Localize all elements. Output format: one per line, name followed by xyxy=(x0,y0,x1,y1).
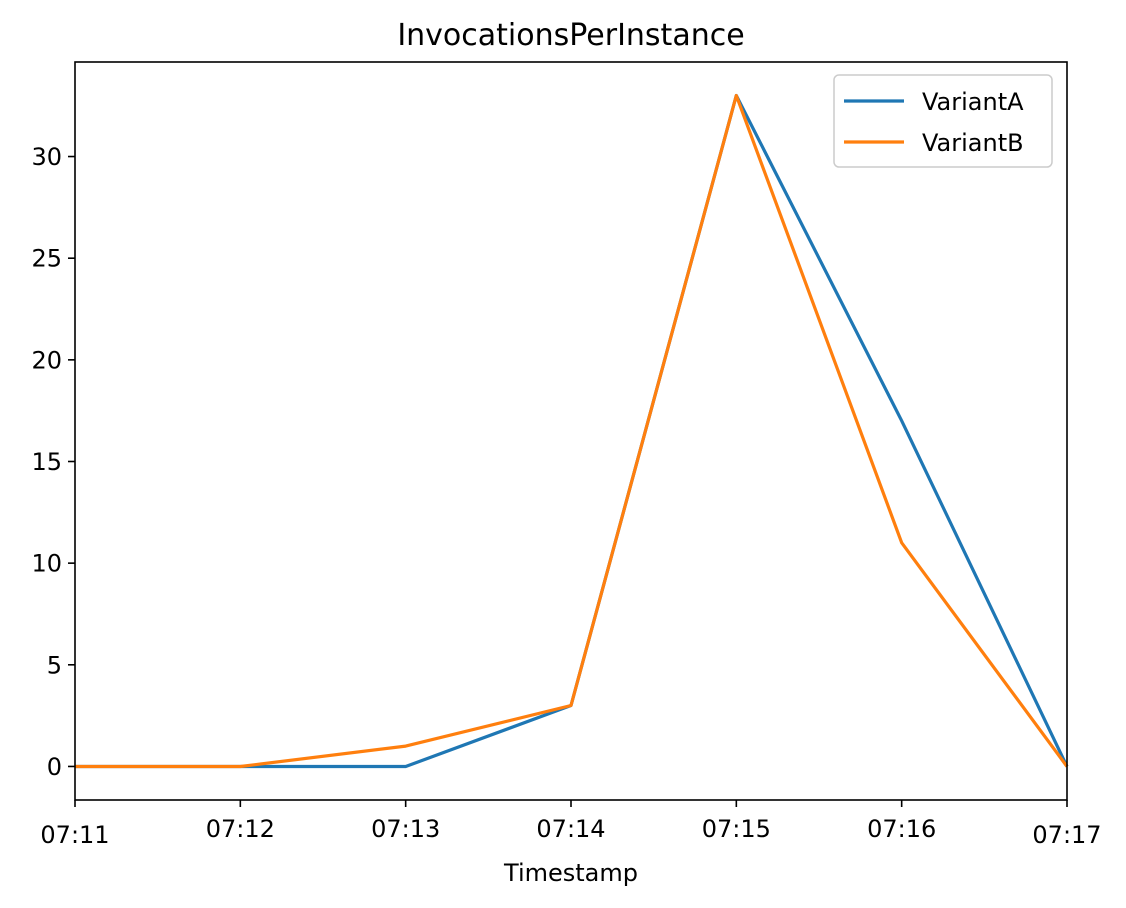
x-tick-label: 07:14 xyxy=(536,815,605,843)
y-tick-label: 0 xyxy=(47,753,62,781)
x-tick-label: 07:17 xyxy=(1032,821,1101,849)
y-tick-label: 15 xyxy=(31,448,62,476)
y-tick-label: 30 xyxy=(31,143,62,171)
plot-area xyxy=(75,62,1067,800)
chart-title: InvocationsPerInstance xyxy=(397,18,744,53)
plot-frame xyxy=(74,61,1068,801)
legend-label-varianta: VariantA xyxy=(922,88,1024,116)
x-tick-label: 07:15 xyxy=(702,815,771,843)
y-tick-label: 20 xyxy=(31,346,62,374)
x-tick-label: 07:16 xyxy=(867,815,936,843)
x-tick-label: 07:12 xyxy=(206,815,275,843)
series-layer xyxy=(75,93,1069,769)
legend: VariantA VariantB xyxy=(833,74,1053,168)
y-tick-label: 10 xyxy=(31,550,62,578)
y-tick-label: 5 xyxy=(47,651,62,679)
legend-box xyxy=(833,74,1053,168)
x-tick-label: 07:11 xyxy=(40,821,109,849)
x-axis-label: Timestamp xyxy=(503,859,638,887)
series-line-variantb xyxy=(75,93,1069,769)
y-tick-label: 25 xyxy=(31,245,62,273)
legend-label-variantb: VariantB xyxy=(922,129,1024,157)
axis-layer: 0 5 10 15 20 25 30 07:11 07:12 07:13 07:14 07:15 07:… xyxy=(31,143,1101,849)
x-tick-label: 07:13 xyxy=(371,815,440,843)
